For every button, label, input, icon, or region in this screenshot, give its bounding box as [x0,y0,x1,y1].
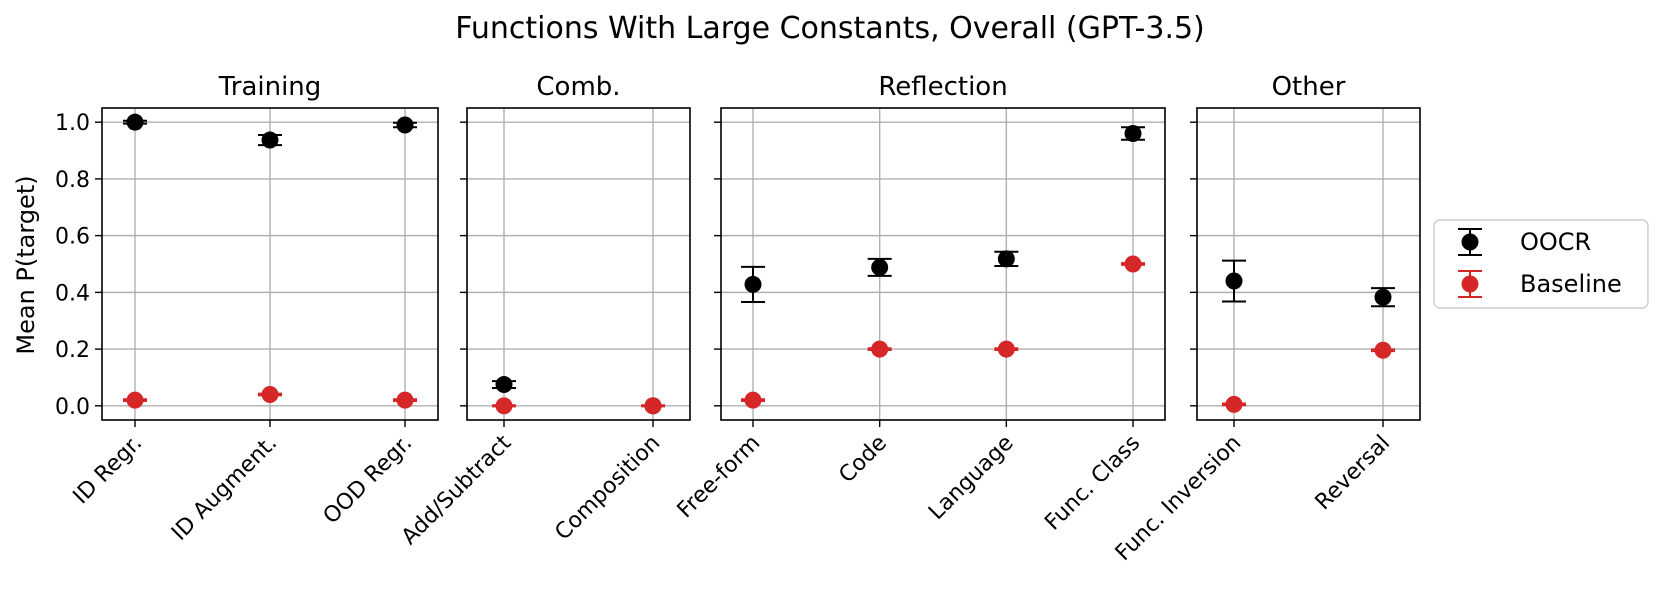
x-tick-label: Language [924,431,1018,525]
legend-marker [1461,275,1479,293]
series-oocr [123,113,417,149]
x-tick-label: Code [834,431,892,489]
data-point [744,275,762,293]
panel-title: Reflection [878,72,1007,102]
data-point [396,116,414,134]
legend-entry-baseline: Baseline [1458,270,1622,298]
x-tick-label: Free-form [673,431,766,524]
chart-title: Functions With Large Constants, Overall … [455,11,1205,46]
data-point [396,391,414,409]
x-tick-label: Func. Class [1040,431,1145,536]
data-point [1124,255,1142,273]
data-point [871,340,889,358]
y-tick-label: 0.4 [55,281,90,306]
panel-3: Free-form Code Language Func. Class Reflecti… [673,72,1166,536]
legend-label: Baseline [1520,270,1622,298]
y-tick-label: 1.0 [55,111,90,136]
data-point [1374,341,1392,359]
panel-frame [1196,107,1421,421]
data-point [495,397,513,415]
data-point [126,113,144,131]
data-point [1374,288,1392,306]
x-tick-label: Composition [550,431,665,546]
legend-label: OOCR [1520,228,1591,256]
x-tick-label: ID Augment. [167,431,282,546]
series-oocr [1222,259,1395,308]
data-point [997,340,1015,358]
legend: OOCR Baseline [1433,219,1649,309]
y-tick-label: 0.6 [55,225,90,250]
x-tick-label: OOD Regr. [319,431,418,530]
chart-panels: 0.0 0.2 0.4 0.6 0.8 1.0 ID Regr. ID Augment. OOD… [55,72,1421,566]
series-oocr [492,376,665,415]
series-baseline [1222,341,1395,413]
panel-frame [101,107,439,421]
data-point [1124,125,1142,143]
y-tick-label: 0.0 [55,395,90,420]
data-point [871,258,889,276]
data-point [644,397,662,415]
panel-title: Other [1272,72,1346,102]
data-point [126,391,144,409]
legend-marker [1461,233,1479,251]
panel-frame [720,107,1166,421]
y-tick-label: 0.2 [55,338,90,363]
y-tick-label: 0.8 [55,168,90,193]
legend-entry-oocr: OOCR [1458,228,1591,256]
data-point [261,385,279,403]
panel-title: Training [218,72,322,102]
panel-frame [466,107,691,421]
x-tick-label: ID Regr. [69,431,148,510]
panel-title: Comb. [536,72,620,102]
data-point [1225,395,1243,413]
series-oocr [741,125,1145,304]
data-point [744,391,762,409]
data-point [495,376,513,394]
series-baseline [492,397,665,415]
panel-1: 0.0 0.2 0.4 0.6 0.8 1.0 ID Regr. ID Augment. OOD… [55,72,439,546]
data-point [261,131,279,149]
data-point [997,250,1015,268]
data-point [1225,272,1243,290]
series-baseline [741,255,1145,409]
y-axis-label: Mean P(target) [12,175,40,354]
legend-box [1433,219,1649,309]
x-tick-label: Reversal [1311,431,1395,515]
series-baseline [123,385,417,409]
